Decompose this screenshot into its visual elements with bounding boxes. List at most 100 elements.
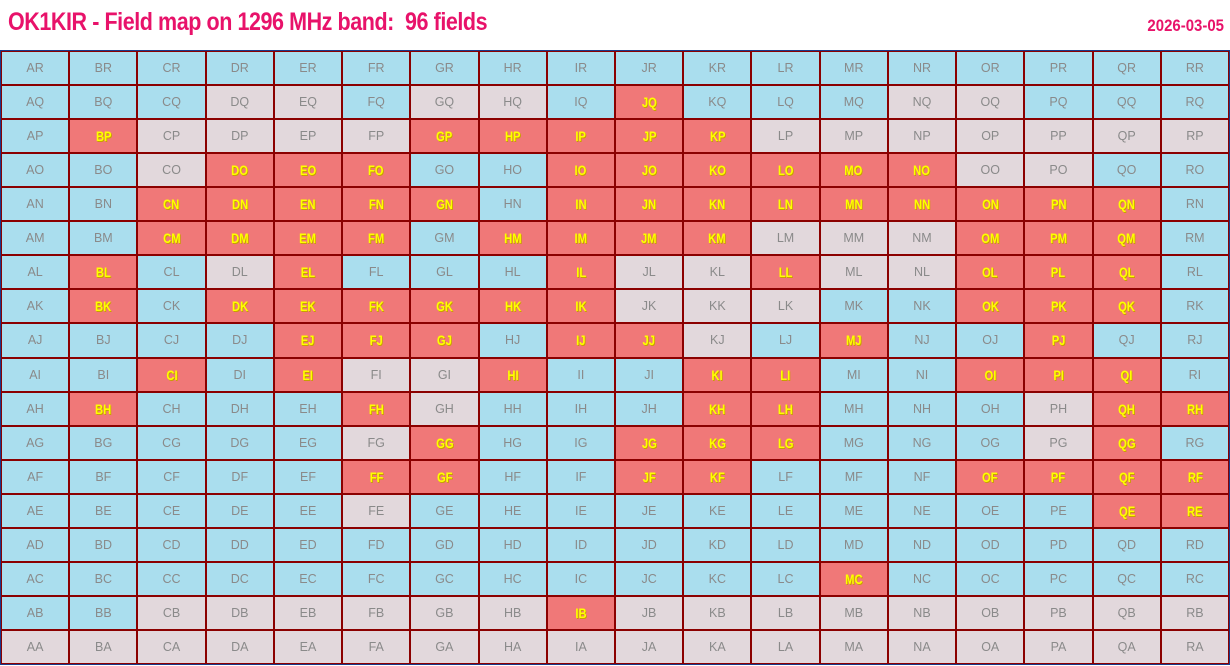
field-label: PK xyxy=(1050,298,1067,315)
field-label: ER xyxy=(299,61,317,76)
field-cell-cr-ocean: CR xyxy=(137,51,206,86)
field-cell-je-ocean: JE xyxy=(614,493,684,528)
field-cell-oi-worked: OI xyxy=(956,357,1025,392)
field-label: GC xyxy=(435,571,454,586)
field-label: GE xyxy=(435,503,454,518)
field-cell-gd-ocean: GD xyxy=(410,527,479,562)
field-cell-jr-ocean: JR xyxy=(614,51,684,86)
field-label: PE xyxy=(1050,503,1067,518)
field-label: IP xyxy=(575,128,587,145)
field-label: KL xyxy=(709,265,725,280)
field-label: PR xyxy=(1049,61,1068,76)
field-label: LR xyxy=(777,61,794,76)
field-label: DG xyxy=(230,435,250,450)
field-label: HP xyxy=(504,128,521,145)
field-label: CK xyxy=(162,299,181,314)
field-cell-ji-ocean: JI xyxy=(614,357,684,392)
field-cell-an-ocean: AN xyxy=(1,187,70,222)
field-label: GK xyxy=(436,298,453,315)
field-label: DC xyxy=(230,571,249,586)
field-cell-kr-ocean: KR xyxy=(683,51,752,86)
page-title: OK1KIR - Field map on 1296 MHz band: 96 … xyxy=(8,8,488,36)
field-cell-rg-ocean: RG xyxy=(1160,425,1229,460)
field-label: EA xyxy=(299,639,317,654)
field-cell-oc-ocean: OC xyxy=(956,561,1025,596)
field-cell-mq-ocean: MQ xyxy=(819,85,888,120)
field-cell-lm-land: LM xyxy=(751,221,820,256)
field-label: KG xyxy=(708,434,726,451)
field-cell-ko-worked: KO xyxy=(683,153,752,188)
field-label: HR xyxy=(503,61,522,76)
field-cell-ob-land: OB xyxy=(956,595,1025,630)
field-label: HN xyxy=(503,197,522,212)
field-label: FE xyxy=(368,503,385,518)
field-cell-mn-worked: MN xyxy=(819,187,888,222)
field-label: NA xyxy=(913,639,931,654)
field-label: BE xyxy=(94,503,112,518)
field-cell-gj-worked: GJ xyxy=(410,323,479,358)
field-label: RI xyxy=(1188,367,1202,382)
field-label: IA xyxy=(574,639,587,654)
field-cell-gg-worked: GG xyxy=(410,425,479,460)
field-map-grid: AR BR CR DR ER FR GR HR IR JR KR LR MR NR OR PR QR RR AQ BQ… xyxy=(0,50,1230,665)
field-label: BG xyxy=(94,435,113,450)
field-label: RA xyxy=(1186,639,1204,654)
field-label: RO xyxy=(1185,163,1205,178)
field-label: IM xyxy=(574,230,588,247)
field-label: ND xyxy=(912,537,932,552)
field-cell-nk-ocean: NK xyxy=(887,289,957,324)
field-cell-oo-land: OO xyxy=(956,153,1025,188)
field-label: CD xyxy=(162,537,181,552)
field-cell-lo-worked: LO xyxy=(751,153,820,188)
field-cell-aa-land: AA xyxy=(1,629,70,664)
field-cell-pj-worked: PJ xyxy=(1024,323,1093,358)
field-cell-qc-ocean: QC xyxy=(1092,561,1161,596)
field-label: NF xyxy=(913,469,931,484)
field-cell-lb-land: LB xyxy=(751,595,820,630)
field-cell-cg-ocean: CG xyxy=(137,425,206,460)
field-cell-rd-ocean: RD xyxy=(1160,527,1229,562)
field-cell-db-land: DB xyxy=(205,595,274,630)
field-label: HG xyxy=(503,435,523,450)
field-cell-pn-worked: PN xyxy=(1024,187,1093,222)
field-cell-nm-land: NM xyxy=(887,221,957,256)
field-cell-hl-ocean: HL xyxy=(478,255,547,290)
field-cell-hq-land: HQ xyxy=(478,85,547,120)
field-label: BC xyxy=(94,571,113,586)
field-label: QD xyxy=(1117,537,1137,552)
field-label: HH xyxy=(503,401,522,416)
field-label: NC xyxy=(912,571,932,586)
field-cell-ar-ocean: AR xyxy=(1,51,70,86)
field-cell-aq-ocean: AQ xyxy=(1,85,70,120)
field-label: KJ xyxy=(710,333,725,348)
field-label: EI xyxy=(302,366,314,383)
field-cell-eh-ocean: EH xyxy=(273,391,343,426)
field-cell-jl-land: JL xyxy=(614,255,684,290)
field-label: QF xyxy=(1118,468,1135,485)
field-label: AE xyxy=(26,503,44,518)
field-cell-he-ocean: HE xyxy=(478,493,547,528)
field-label: FL xyxy=(368,265,384,280)
field-label: JG xyxy=(641,434,657,451)
field-label: RP xyxy=(1186,129,1204,144)
field-label: MQ xyxy=(843,95,864,110)
field-label: IH xyxy=(574,401,588,416)
field-label: BH xyxy=(95,400,112,417)
field-cell-ia-land: IA xyxy=(546,629,615,664)
field-cell-qo-ocean: QO xyxy=(1092,153,1161,188)
field-cell-cc-ocean: CC xyxy=(137,561,206,596)
field-label: RJ xyxy=(1187,333,1203,348)
field-label: QH xyxy=(1118,400,1136,417)
field-cell-ol-worked: OL xyxy=(956,255,1025,290)
field-label: AK xyxy=(26,299,44,314)
field-label: AI xyxy=(29,367,42,382)
field-cell-ic-ocean: IC xyxy=(546,561,615,596)
field-cell-ab-ocean: AB xyxy=(1,595,70,630)
field-cell-gi-land: GI xyxy=(410,357,479,392)
field-label: MA xyxy=(844,639,864,654)
field-cell-hd-ocean: HD xyxy=(478,527,547,562)
field-cell-og-ocean: OG xyxy=(956,425,1025,460)
field-label: NE xyxy=(913,503,931,518)
field-cell-kf-worked: KF xyxy=(683,459,752,494)
field-cell-ij-worked: IJ xyxy=(546,323,615,358)
